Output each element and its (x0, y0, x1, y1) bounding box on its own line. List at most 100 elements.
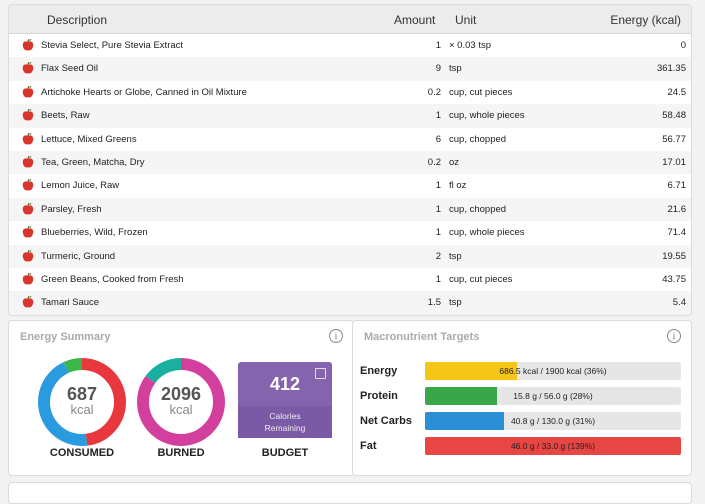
burned-donut (137, 358, 225, 446)
row-description: Artichoke Hearts or Globe, Canned in Oil… (41, 86, 247, 98)
row-description: Lettuce, Mixed Greens (41, 133, 137, 145)
row-amount[interactable]: 1 (435, 180, 441, 192)
budget-caption-line2: Remaining (264, 423, 306, 433)
row-energy: 361.35 (656, 63, 686, 75)
food-diary-table: Description Amount Unit Energy (kcal) St… (8, 4, 692, 316)
row-energy: 6.71 (667, 180, 687, 192)
donut-segment (38, 358, 126, 446)
macro-name: Net Carbs (360, 415, 412, 427)
budget-label: BUDGET (261, 447, 309, 459)
row-unit[interactable]: cup, chopped (449, 203, 507, 215)
row-description: Parsley, Fresh (41, 203, 102, 215)
macro-progress-text: 686.5 kcal / 1900 kcal (36%) (499, 366, 607, 376)
row-unit[interactable]: oz (449, 156, 460, 168)
row-description: Tea, Green, Matcha, Dry (41, 156, 145, 168)
info-icon[interactable]: i (329, 329, 343, 343)
apple-icon (22, 109, 34, 121)
table-row[interactable]: Artichoke Hearts or Globe, Canned in Oil… (9, 81, 691, 104)
row-amount[interactable]: 0.2 (427, 156, 441, 168)
row-description: Green Beans, Cooked from Fresh (41, 273, 184, 285)
header-energy[interactable]: Energy (kcal) (610, 13, 681, 27)
macro-progress-fill (425, 362, 518, 380)
table-header: Description Amount Unit Energy (kcal) (9, 5, 691, 34)
row-amount[interactable]: 0.2 (427, 86, 441, 98)
row-unit[interactable]: fl oz (449, 180, 467, 192)
row-amount[interactable]: 1 (435, 227, 441, 239)
table-row[interactable]: Flax Seed Oil 9 tsp 361.35 (9, 57, 691, 81)
macro-row: Net Carbs 40.8 g / 130.0 g (31%) (360, 412, 685, 430)
macro-progress-bar: 686.5 kcal / 1900 kcal (36%) (425, 362, 681, 380)
macro-progress-fill (425, 412, 505, 430)
row-description: Turmeric, Ground (41, 250, 116, 262)
row-description: Blueberries, Wild, Frozen (41, 227, 148, 239)
row-unit[interactable]: cup, whole pieces (449, 227, 525, 239)
row-unit[interactable]: tsp (449, 250, 462, 262)
budget-tile[interactable]: 412 Calories Remaining (238, 362, 332, 438)
macro-progress-fill (425, 437, 681, 455)
row-description: Stevia Select, Pure Stevia Extract (41, 40, 184, 51)
apple-icon (22, 156, 34, 168)
macro-title: Macronutrient Targets (364, 331, 480, 343)
row-amount[interactable]: 2 (435, 250, 441, 262)
energy-summary-title: Energy Summary (20, 331, 111, 343)
macro-progress-fill (425, 387, 497, 405)
table-row[interactable]: Beets, Raw 1 cup, whole pieces 58.48 (9, 104, 691, 128)
row-energy: 5.4 (672, 297, 686, 309)
app-root: Description Amount Unit Energy (kcal) St… (8, 4, 692, 504)
table-row[interactable]: Tamari Sauce 1.5 tsp 5.4 (9, 291, 691, 315)
row-unit[interactable]: tsp (449, 63, 462, 75)
apple-icon (22, 39, 34, 51)
macro-progress-text: 46.0 g / 33.0 g (139%) (510, 441, 596, 451)
header-amount[interactable]: Amount (394, 13, 436, 27)
calculator-icon[interactable] (315, 368, 326, 379)
consumed-unit: kcal (70, 402, 94, 417)
row-amount[interactable]: 1 (435, 40, 441, 51)
row-unit[interactable]: cup, whole pieces (449, 110, 525, 122)
macro-progress-bar: 46.0 g / 33.0 g (139%) (425, 437, 681, 455)
row-unit[interactable]: tsp (449, 297, 462, 309)
burned-label: BURNED (157, 447, 205, 459)
apple-icon (22, 132, 34, 145)
info-icon[interactable]: i (667, 329, 681, 343)
table-row[interactable]: Green Beans, Cooked from Fresh 1 cup, cut … (9, 268, 691, 291)
burned-value: 2096 (160, 384, 202, 404)
row-unit[interactable]: cup, chopped (449, 133, 507, 145)
macro-name: Protein (360, 390, 398, 402)
header-unit[interactable]: Unit (455, 13, 477, 27)
row-amount[interactable]: 1 (435, 203, 441, 215)
row-unit[interactable]: × 0.03 tsp (449, 40, 491, 51)
apple-icon (22, 296, 34, 308)
table-row[interactable]: Turmeric, Ground 2 tsp 19.55 (9, 244, 691, 268)
macro-name: Fat (360, 440, 377, 452)
burned-unit: kcal (169, 402, 193, 417)
table-row[interactable]: Lettuce, Mixed Greens 6 cup, chopped 56.77 (9, 128, 691, 151)
table-row[interactable]: Parsley, Fresh 1 cup, chopped 21.6 (9, 197, 691, 222)
row-unit[interactable]: cup, cut pieces (449, 273, 513, 285)
header-description[interactable]: Description (47, 13, 108, 27)
table-row[interactable]: Blueberries, Wild, Frozen 1 cup, whole pie… (9, 221, 691, 244)
row-amount[interactable]: 6 (435, 133, 441, 145)
macro-progress-bar: 40.8 g / 130.0 g (31%) (425, 412, 681, 430)
row-amount[interactable]: 1.5 (427, 297, 441, 309)
row-amount[interactable]: 1 (435, 273, 441, 285)
table-row[interactable]: Tea, Green, Matcha, Dry 0.2 oz 17.01 (9, 150, 691, 175)
table-row[interactable]: Lemon Juice, Raw 1 fl oz 6.71 (9, 174, 691, 197)
apple-icon (22, 86, 34, 98)
row-unit[interactable]: cup, cut pieces (449, 86, 513, 98)
apple-icon (22, 273, 34, 285)
row-energy: 58.48 (662, 110, 686, 122)
macro-progress-bar: 15.8 g / 56.0 g (28%) (425, 387, 681, 405)
apple-icon (22, 62, 34, 74)
budget-caption-line1: Calories (269, 411, 301, 421)
table-row[interactable]: Stevia Select, Pure Stevia Extract 1 × 0.0… (9, 34, 691, 57)
macro-row: Protein 15.8 g / 56.0 g (28%) (360, 387, 685, 405)
macronutrient-targets-card: Macronutrient Targets i Energy 686.5 kcal… (352, 320, 692, 476)
macro-row: Fat 46.0 g / 33.0 g (139%) (360, 437, 685, 455)
row-amount[interactable]: 9 (435, 63, 441, 75)
macro-name: Energy (360, 365, 398, 377)
row-energy: 19.55 (662, 250, 686, 262)
row-energy: 24.5 (667, 86, 687, 98)
row-amount[interactable]: 1 (435, 110, 441, 122)
macro-row: Energy 686.5 kcal / 1900 kcal (36%) (360, 362, 685, 380)
budget-caption: Calories Remaining (238, 406, 332, 438)
